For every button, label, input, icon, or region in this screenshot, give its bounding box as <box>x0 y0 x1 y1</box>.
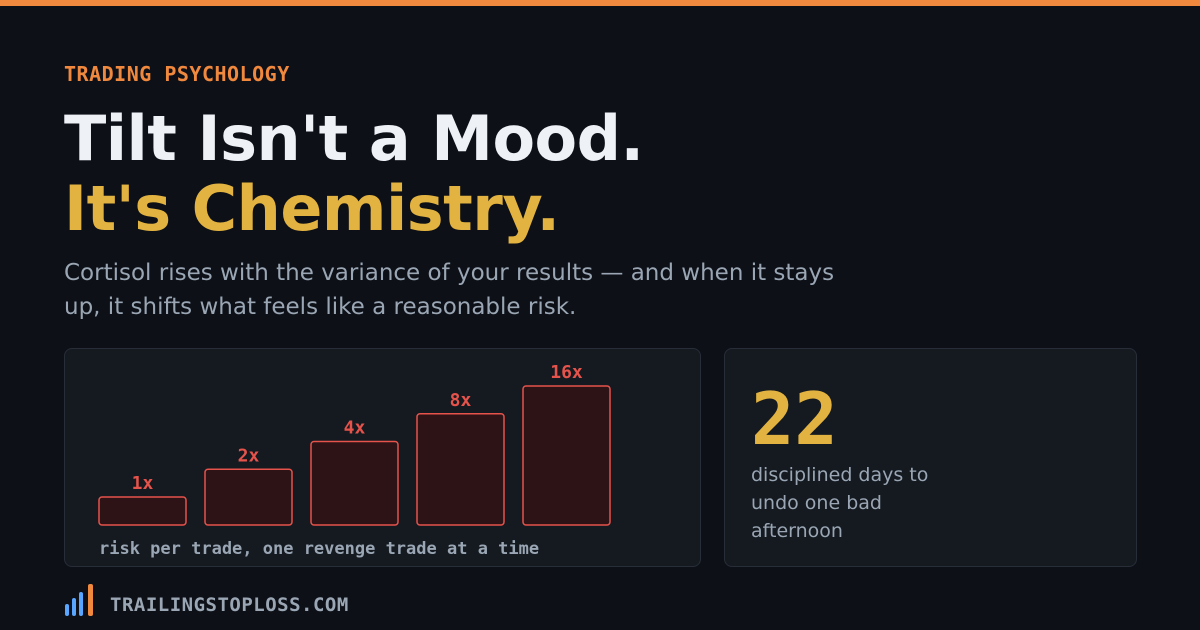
bar-4x <box>310 440 399 526</box>
bar-1x <box>98 496 187 526</box>
footer-site-name: TRAILINGSTOPLOSS.COM <box>110 594 349 616</box>
subtitle: Cortisol rises with the variance of your… <box>64 260 835 320</box>
bar-2x <box>204 468 293 526</box>
chart-card: 1x 2x 4x 8x 16x risk per trade, one revenge … <box>64 348 701 567</box>
bar-label-16x: 16x <box>550 362 583 383</box>
bar-label-4x: 4x <box>344 418 366 439</box>
bar-label-1x: 1x <box>132 473 154 494</box>
chart-caption: risk per trade, one revenge trade at a t… <box>99 539 540 559</box>
bar-16x <box>522 385 611 526</box>
top-accent-bar <box>0 0 1200 6</box>
bar-label-8x: 8x <box>450 390 472 411</box>
stat-number: 22 <box>751 377 838 461</box>
stat-card: 22 disciplined days to undo one bad afte… <box>724 348 1137 567</box>
headline-line-2: It's Chemistry. <box>64 172 560 245</box>
bar-8x <box>416 413 505 526</box>
risk-bar-chart: 1x 2x 4x 8x 16x <box>98 362 611 526</box>
headline: Tilt Isn't a Mood. It's Chemistry. <box>64 104 644 244</box>
headline-line-1: Tilt Isn't a Mood. <box>64 102 644 175</box>
eyebrow-label: TRADING PSYCHOLOGY <box>64 62 290 86</box>
bar-label-2x: 2x <box>238 445 260 466</box>
bar-chart-logo-icon <box>64 584 100 622</box>
stat-label: disciplined days to undo one bad afterno… <box>751 464 929 542</box>
